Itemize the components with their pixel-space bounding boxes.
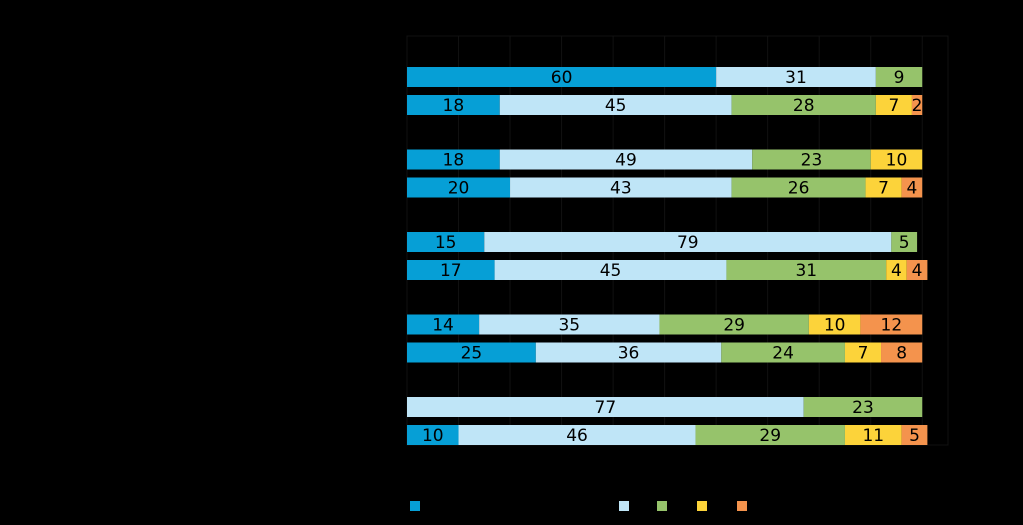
data-label: 7 <box>888 96 899 116</box>
data-label: 10 <box>824 316 846 336</box>
data-label: 7 <box>878 179 889 199</box>
bar-segment <box>407 260 495 280</box>
data-label: 15 <box>435 233 457 253</box>
data-label: 17 <box>440 261 462 281</box>
data-label: 5 <box>899 233 910 253</box>
bar-segment <box>875 67 923 87</box>
data-label: 10 <box>422 426 444 446</box>
bar-segment <box>906 260 928 280</box>
data-label: 4 <box>907 179 918 199</box>
data-label: 8 <box>896 344 907 364</box>
data-label: 46 <box>566 426 588 446</box>
bar-segment <box>844 342 882 363</box>
bar-segment <box>499 149 753 170</box>
data-label: 23 <box>852 398 874 418</box>
bar-segment <box>886 260 907 280</box>
legend-swatch <box>697 501 707 511</box>
bar-segment <box>875 95 912 115</box>
bar-segment <box>407 425 459 445</box>
data-label: 7 <box>858 344 869 364</box>
bar-segment <box>901 425 928 445</box>
bar-segment <box>881 342 923 363</box>
bar-segment <box>731 177 866 198</box>
legend-swatch <box>410 501 420 511</box>
data-label: 4 <box>891 261 902 281</box>
bar-segment <box>499 95 732 115</box>
bar-segment <box>407 177 511 198</box>
bar-segment <box>695 425 845 445</box>
bar-segment <box>891 232 918 252</box>
bar-segment <box>870 149 923 170</box>
bar-segment <box>731 95 876 115</box>
legend-swatch <box>737 501 747 511</box>
data-label: 20 <box>448 179 470 199</box>
bar-segment <box>865 177 902 198</box>
data-label: 4 <box>912 261 923 281</box>
bar-segment <box>911 95 923 115</box>
legend <box>410 501 747 511</box>
data-label: 77 <box>595 398 617 418</box>
bar-segment <box>716 67 876 87</box>
bar-segment <box>752 149 871 170</box>
data-label: 24 <box>772 344 794 364</box>
bar-segment <box>726 260 887 280</box>
bar-segment <box>484 232 892 252</box>
data-label: 2 <box>912 96 923 116</box>
bar-segment <box>803 397 923 417</box>
bar-segment <box>659 314 809 335</box>
data-label: 11 <box>862 426 884 446</box>
bar-segment <box>407 67 717 87</box>
data-label: 26 <box>788 179 810 199</box>
bar-segment <box>510 177 732 198</box>
bar-segment <box>407 149 500 170</box>
bar-segment <box>407 95 500 115</box>
legend-swatch <box>657 501 667 511</box>
data-label: 25 <box>461 344 483 364</box>
bar-segment <box>407 397 804 417</box>
bar-segment <box>494 260 727 280</box>
bar-segment <box>808 314 861 335</box>
data-label: 29 <box>759 426 781 446</box>
bar-segment <box>407 314 480 335</box>
bar-segment <box>407 342 536 363</box>
data-label: 14 <box>432 316 454 336</box>
data-label: 49 <box>615 151 637 171</box>
bar-segment <box>407 232 485 252</box>
bar-segment <box>535 342 722 363</box>
bar-segment <box>860 314 923 335</box>
data-label: 31 <box>785 68 807 88</box>
bar-segment <box>844 425 902 445</box>
data-label: 43 <box>610 179 632 199</box>
data-label: 29 <box>723 316 745 336</box>
data-label: 36 <box>618 344 640 364</box>
data-label: 45 <box>600 261 622 281</box>
data-label: 10 <box>886 151 908 171</box>
data-label: 5 <box>909 426 920 446</box>
data-label: 79 <box>677 233 699 253</box>
data-label: 23 <box>801 151 823 171</box>
data-label: 45 <box>605 96 627 116</box>
data-label: 18 <box>443 151 465 171</box>
data-label: 12 <box>881 316 903 336</box>
legend-swatch <box>619 501 629 511</box>
bar-segment <box>479 314 660 335</box>
bar-segment <box>721 342 845 363</box>
data-label: 31 <box>795 261 817 281</box>
data-label: 28 <box>793 96 815 116</box>
data-label: 60 <box>551 68 573 88</box>
bar-segment <box>901 177 923 198</box>
data-label: 9 <box>894 68 905 88</box>
data-label: 18 <box>443 96 465 116</box>
data-label: 35 <box>558 316 580 336</box>
bar-segment <box>458 425 696 445</box>
